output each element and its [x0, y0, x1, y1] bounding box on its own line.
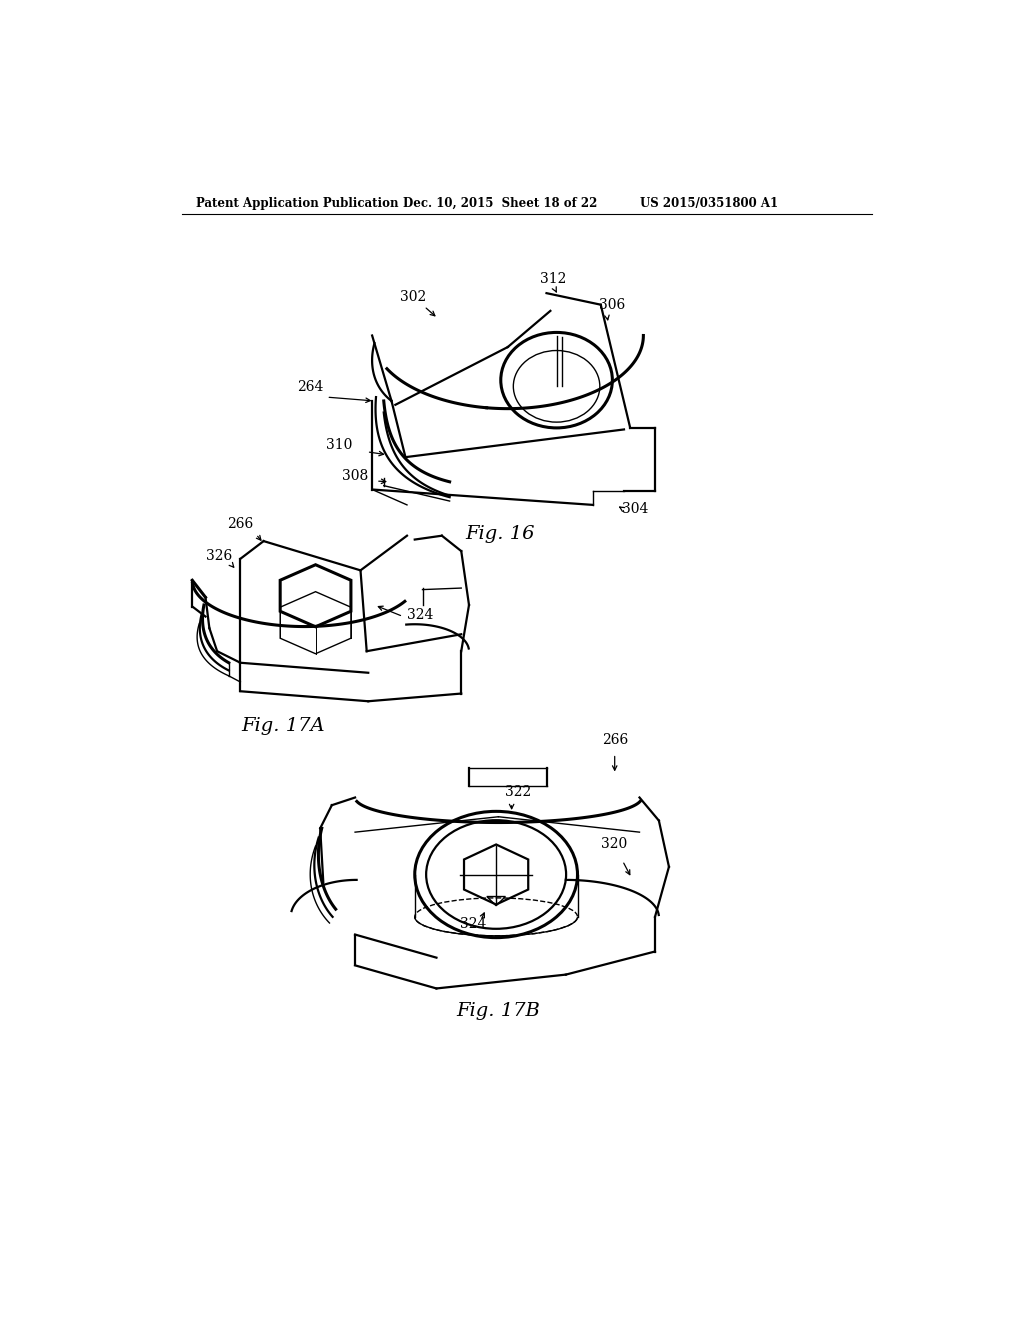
- Text: 310: 310: [327, 438, 352, 453]
- Text: 308: 308: [342, 470, 369, 483]
- Text: Dec. 10, 2015  Sheet 18 of 22: Dec. 10, 2015 Sheet 18 of 22: [403, 197, 597, 210]
- Text: 304: 304: [623, 502, 649, 516]
- Text: 324: 324: [460, 917, 486, 932]
- Text: 326: 326: [206, 549, 232, 564]
- Text: Fig. 17A: Fig. 17A: [242, 717, 325, 735]
- Text: 324: 324: [407, 607, 433, 622]
- Text: 320: 320: [601, 837, 627, 850]
- Text: 322: 322: [506, 785, 531, 799]
- Text: 264: 264: [297, 380, 324, 393]
- Text: 266: 266: [601, 733, 628, 747]
- Text: Fig. 16: Fig. 16: [465, 525, 535, 543]
- Text: 302: 302: [400, 290, 426, 304]
- Text: 266: 266: [227, 517, 254, 531]
- Text: US 2015/0351800 A1: US 2015/0351800 A1: [640, 197, 777, 210]
- Text: 312: 312: [540, 272, 566, 286]
- Text: Fig. 17B: Fig. 17B: [457, 1002, 541, 1019]
- Text: 306: 306: [599, 297, 626, 312]
- Text: Patent Application Publication: Patent Application Publication: [197, 197, 398, 210]
